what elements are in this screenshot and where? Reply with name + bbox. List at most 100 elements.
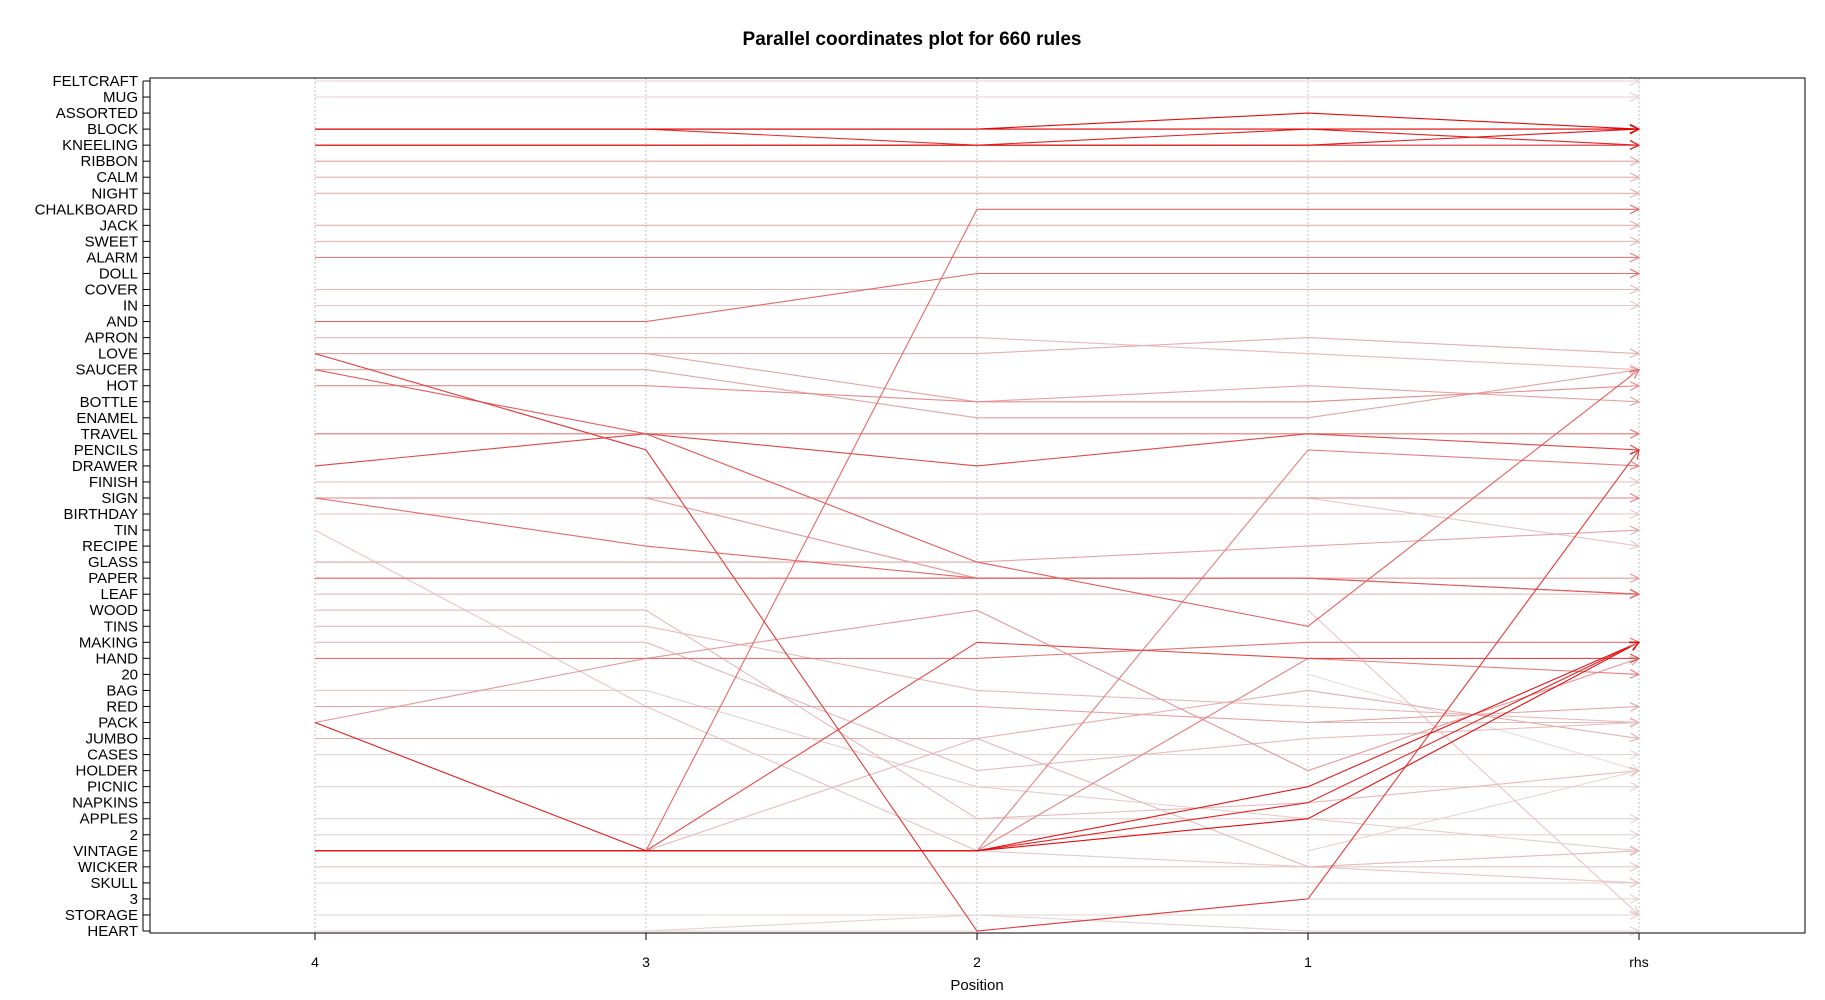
rule-arrowhead bbox=[1629, 846, 1641, 857]
rule-line bbox=[1307, 770, 1640, 852]
rule-arrowhead bbox=[1629, 749, 1641, 760]
rule-arrowhead bbox=[1629, 781, 1641, 792]
rule-arrowhead bbox=[1629, 139, 1641, 150]
rule-line bbox=[315, 689, 1640, 740]
y-tick-label: LOVE bbox=[98, 346, 138, 363]
rule-line bbox=[315, 577, 1640, 595]
rule-arrowhead bbox=[1629, 813, 1641, 824]
y-tick-label: HOLDER bbox=[75, 763, 138, 780]
y-tick-label: GLASS bbox=[88, 554, 138, 571]
x-tick-label: 1 bbox=[1304, 954, 1312, 970]
rule-arrowhead bbox=[1629, 348, 1641, 359]
rule-arrowhead bbox=[1629, 829, 1641, 840]
chart-title: Parallel coordinates plot for 660 rules bbox=[743, 29, 1082, 50]
y-tick-label: SKULL bbox=[90, 875, 138, 892]
rule-arrowhead bbox=[1628, 641, 1641, 651]
rule-arrowhead bbox=[1629, 268, 1641, 279]
rule-arrowhead bbox=[1629, 525, 1641, 536]
y-tick-label: ASSORTED bbox=[56, 105, 138, 122]
y-tick-label: VINTAGE bbox=[73, 843, 138, 860]
rule-arrowhead bbox=[1629, 588, 1641, 599]
y-tick-label: CALM bbox=[96, 169, 138, 186]
y-tick-label: CHALKBOARD bbox=[35, 201, 139, 218]
rule-line bbox=[315, 337, 1640, 371]
y-tick-label: WOOD bbox=[90, 602, 138, 619]
rule-line bbox=[315, 625, 1640, 724]
y-tick-label: BOTTLE bbox=[80, 394, 138, 411]
x-tick-label: 3 bbox=[642, 954, 650, 970]
rule-lines bbox=[314, 80, 1640, 932]
rule-arrowhead bbox=[1629, 204, 1641, 215]
y-tick-label: IN bbox=[123, 298, 138, 315]
y-tick-label: LEAF bbox=[100, 586, 138, 603]
y-tick-label: APRON bbox=[85, 330, 138, 347]
rule-line bbox=[315, 369, 1640, 419]
rule-arrowhead bbox=[1629, 877, 1641, 888]
rule-line bbox=[314, 369, 1640, 627]
rule-arrowhead bbox=[1629, 368, 1641, 379]
y-tick-label: 2 bbox=[130, 827, 138, 844]
y-tick-label: ALARM bbox=[86, 249, 138, 266]
rule-arrowhead bbox=[1629, 429, 1641, 439]
y-tick-label: APPLES bbox=[80, 811, 138, 828]
y-tick-label: MAKING bbox=[79, 634, 138, 651]
y-tick-label: BLOCK bbox=[87, 121, 138, 138]
rule-line bbox=[1307, 497, 1640, 547]
rule-arrowhead bbox=[1629, 493, 1641, 503]
y-tick-label: CASES bbox=[87, 747, 138, 764]
rule-arrowhead bbox=[1629, 766, 1641, 777]
y-tick-label: JUMBO bbox=[86, 731, 139, 748]
rule-arrowhead bbox=[1629, 477, 1641, 487]
y-axis: FELTCRAFTMUGASSORTEDBLOCKKNEELINGRIBBONC… bbox=[35, 73, 150, 940]
rule-arrowhead bbox=[1629, 448, 1640, 460]
rule-arrowhead bbox=[1629, 381, 1641, 391]
rule-arrowhead bbox=[1629, 236, 1641, 247]
rule-arrowhead bbox=[1629, 188, 1641, 199]
y-tick-label: FINISH bbox=[89, 474, 138, 491]
rule-arrowhead bbox=[1629, 540, 1641, 550]
rule-line bbox=[314, 609, 1640, 772]
rule-arrowhead bbox=[1629, 252, 1641, 263]
rule-arrowheads bbox=[1628, 76, 1641, 936]
rule-arrowhead bbox=[1629, 172, 1641, 183]
y-tick-label: RECIPE bbox=[82, 538, 138, 555]
rule-arrowhead bbox=[1629, 573, 1641, 583]
rule-arrowhead bbox=[1629, 460, 1641, 471]
rule-arrowhead bbox=[1629, 702, 1641, 712]
rule-arrowhead bbox=[1629, 862, 1641, 872]
rule-line bbox=[315, 609, 1640, 820]
y-tick-label: HOT bbox=[106, 378, 138, 395]
y-tick-label: HAND bbox=[95, 650, 138, 667]
rule-arrowhead bbox=[1629, 653, 1641, 664]
x-tick-label: rhs bbox=[1629, 954, 1648, 970]
y-tick-label: TIN bbox=[114, 522, 138, 539]
rule-arrowhead bbox=[1629, 300, 1641, 311]
rule-line bbox=[315, 689, 1640, 852]
y-tick-label: NAPKINS bbox=[72, 795, 138, 812]
rule-arrowhead bbox=[1629, 905, 1640, 916]
y-tick-label: KNEELING bbox=[62, 137, 138, 154]
rule-arrowhead bbox=[1629, 92, 1641, 102]
rule-line bbox=[315, 128, 1640, 146]
y-tick-label: FELTCRAFT bbox=[52, 73, 138, 90]
rule-arrowhead bbox=[1629, 220, 1641, 231]
y-tick-label: AND bbox=[106, 314, 138, 331]
x-axis-label: Position bbox=[950, 977, 1003, 994]
y-tick-label: DRAWER bbox=[72, 458, 138, 475]
y-tick-label: RIBBON bbox=[80, 153, 138, 170]
y-tick-label: PENCILS bbox=[74, 442, 138, 459]
rule-arrowhead bbox=[1629, 284, 1641, 295]
y-tick-label: COVER bbox=[85, 281, 139, 298]
y-tick-label: JACK bbox=[100, 217, 138, 234]
y-tick-label: NIGHT bbox=[91, 185, 138, 202]
rule-arrowhead bbox=[1629, 669, 1641, 679]
y-tick-label: PAPER bbox=[88, 570, 138, 587]
y-tick-label: 20 bbox=[121, 666, 138, 683]
y-tick-label: 3 bbox=[130, 891, 138, 908]
rule-arrowhead bbox=[1629, 156, 1641, 166]
y-tick-label: SAUCER bbox=[75, 362, 138, 379]
y-tick-label: TRAVEL bbox=[81, 426, 138, 443]
rule-arrowhead bbox=[1629, 509, 1641, 519]
y-tick-label: WICKER bbox=[78, 859, 138, 876]
